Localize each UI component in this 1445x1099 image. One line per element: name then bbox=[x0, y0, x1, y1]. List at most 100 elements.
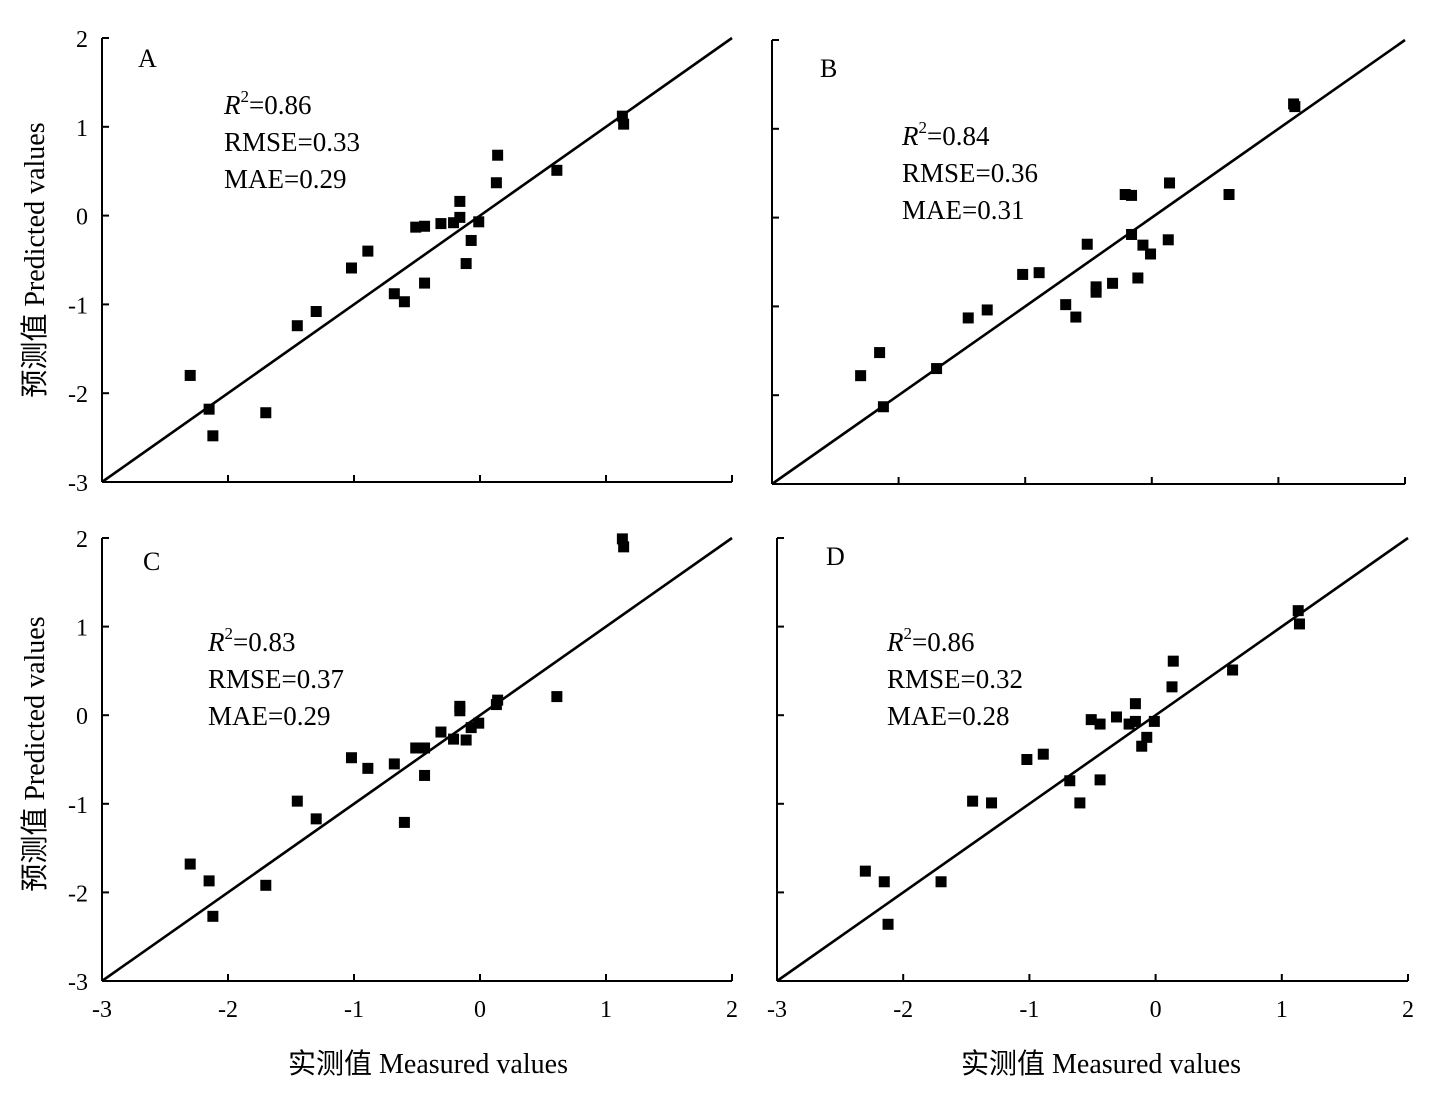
data-point bbox=[878, 876, 890, 888]
y-tick-label: -1 bbox=[68, 293, 88, 319]
data-point bbox=[345, 752, 357, 764]
data-point bbox=[551, 691, 563, 703]
data-point bbox=[184, 369, 196, 381]
data-point bbox=[1094, 718, 1106, 730]
data-point bbox=[1292, 605, 1304, 617]
data-point bbox=[616, 110, 628, 122]
data-point bbox=[1064, 775, 1076, 787]
data-point bbox=[448, 733, 460, 745]
x-tick-label: 2 bbox=[726, 997, 738, 1023]
data-point bbox=[310, 813, 322, 825]
data-point bbox=[492, 149, 504, 161]
data-point bbox=[962, 312, 974, 324]
data-point bbox=[1060, 299, 1072, 311]
data-point bbox=[207, 430, 219, 442]
x-tick-label: -2 bbox=[893, 997, 913, 1023]
y-tick-label: 2 bbox=[76, 527, 88, 553]
data-point bbox=[362, 245, 374, 257]
data-point bbox=[388, 758, 400, 770]
data-point bbox=[874, 347, 886, 359]
x-tick-label: 2 bbox=[1402, 997, 1414, 1023]
data-point bbox=[1081, 238, 1093, 250]
data-point bbox=[460, 734, 472, 746]
data-point bbox=[1289, 101, 1301, 113]
data-point bbox=[460, 258, 472, 270]
data-point bbox=[419, 220, 431, 232]
data-point bbox=[1126, 228, 1138, 240]
stat-rmse: RMSE=0.33 bbox=[224, 127, 360, 157]
data-point bbox=[1123, 718, 1135, 730]
y-tick-label: 1 bbox=[76, 116, 88, 142]
data-point bbox=[184, 858, 196, 870]
data-point bbox=[877, 401, 889, 413]
data-point bbox=[1141, 731, 1153, 743]
panel-label: C bbox=[143, 547, 160, 576]
y-axis-title-bottom: 预测值 Predicted values bbox=[19, 616, 51, 891]
data-point bbox=[410, 742, 422, 754]
data-point bbox=[1136, 740, 1148, 752]
data-point bbox=[1090, 286, 1102, 298]
data-point bbox=[291, 320, 303, 332]
stat-r2: R2=0.86 bbox=[223, 87, 311, 120]
x-tick-label: -3 bbox=[92, 997, 112, 1023]
data-point bbox=[435, 726, 447, 738]
data-point bbox=[1223, 189, 1235, 201]
data-point bbox=[1119, 189, 1131, 201]
stat-r2: R2=0.83 bbox=[207, 624, 295, 657]
data-point bbox=[1166, 681, 1178, 693]
data-point bbox=[967, 795, 979, 807]
data-point bbox=[1227, 664, 1239, 676]
data-point bbox=[465, 722, 477, 734]
y-axis-title-top: 预测值 Predicted values bbox=[19, 122, 51, 397]
data-point bbox=[454, 195, 466, 207]
x-tick-label: -1 bbox=[344, 997, 364, 1023]
stat-mae: MAE=0.29 bbox=[224, 164, 346, 194]
data-point bbox=[1033, 267, 1045, 279]
data-point bbox=[616, 533, 628, 545]
x-tick-label: 0 bbox=[1150, 997, 1162, 1023]
data-point bbox=[465, 234, 477, 246]
data-point bbox=[1129, 698, 1141, 710]
data-point bbox=[203, 875, 215, 887]
x-axis-title-right: 实测值 Measured values bbox=[961, 1048, 1241, 1080]
reference-line-1to1 bbox=[101, 536, 733, 983]
x-tick-label: -1 bbox=[1019, 997, 1039, 1023]
data-point bbox=[1167, 655, 1179, 667]
data-point bbox=[454, 211, 466, 223]
x-tick-label: 1 bbox=[600, 997, 612, 1023]
data-point bbox=[473, 717, 485, 729]
data-point bbox=[345, 262, 357, 274]
data-point bbox=[981, 304, 993, 316]
y-tick-label: -2 bbox=[68, 382, 88, 408]
stat-r2: R2=0.86 bbox=[886, 624, 974, 657]
stat-mae: MAE=0.29 bbox=[208, 701, 330, 731]
data-point bbox=[935, 876, 947, 888]
data-point bbox=[1162, 234, 1174, 246]
data-point bbox=[855, 370, 867, 382]
data-point bbox=[1085, 714, 1097, 726]
data-point bbox=[931, 363, 943, 375]
data-point bbox=[1293, 618, 1305, 630]
data-point bbox=[1017, 268, 1029, 280]
stat-rmse: RMSE=0.32 bbox=[887, 664, 1023, 694]
y-tick-label: 0 bbox=[76, 205, 88, 231]
data-point bbox=[618, 541, 630, 553]
reference-line-1to1 bbox=[101, 36, 733, 484]
data-point bbox=[1126, 189, 1138, 201]
panel-d: -3 -2 -1 0 1 2 D R2=0.86 RMSE=0.32 MAE=0.28 bbox=[767, 536, 1414, 1023]
data-point bbox=[473, 216, 485, 228]
data-point bbox=[1070, 311, 1082, 323]
panel-a: 2 1 0 -1 -2 -3 A R2=0.86 RMSE=0.33 MAE=0.29 bbox=[68, 27, 733, 497]
data-point bbox=[551, 164, 563, 176]
data-point bbox=[398, 296, 410, 308]
data-point bbox=[1074, 797, 1086, 809]
stat-rmse: RMSE=0.37 bbox=[208, 664, 344, 694]
data-point bbox=[291, 795, 303, 807]
data-point bbox=[435, 218, 447, 230]
data-point bbox=[398, 816, 410, 828]
stat-mae: MAE=0.31 bbox=[902, 195, 1024, 225]
data-point bbox=[419, 277, 431, 289]
y-tick-label: -3 bbox=[68, 471, 88, 497]
data-point bbox=[986, 797, 998, 809]
